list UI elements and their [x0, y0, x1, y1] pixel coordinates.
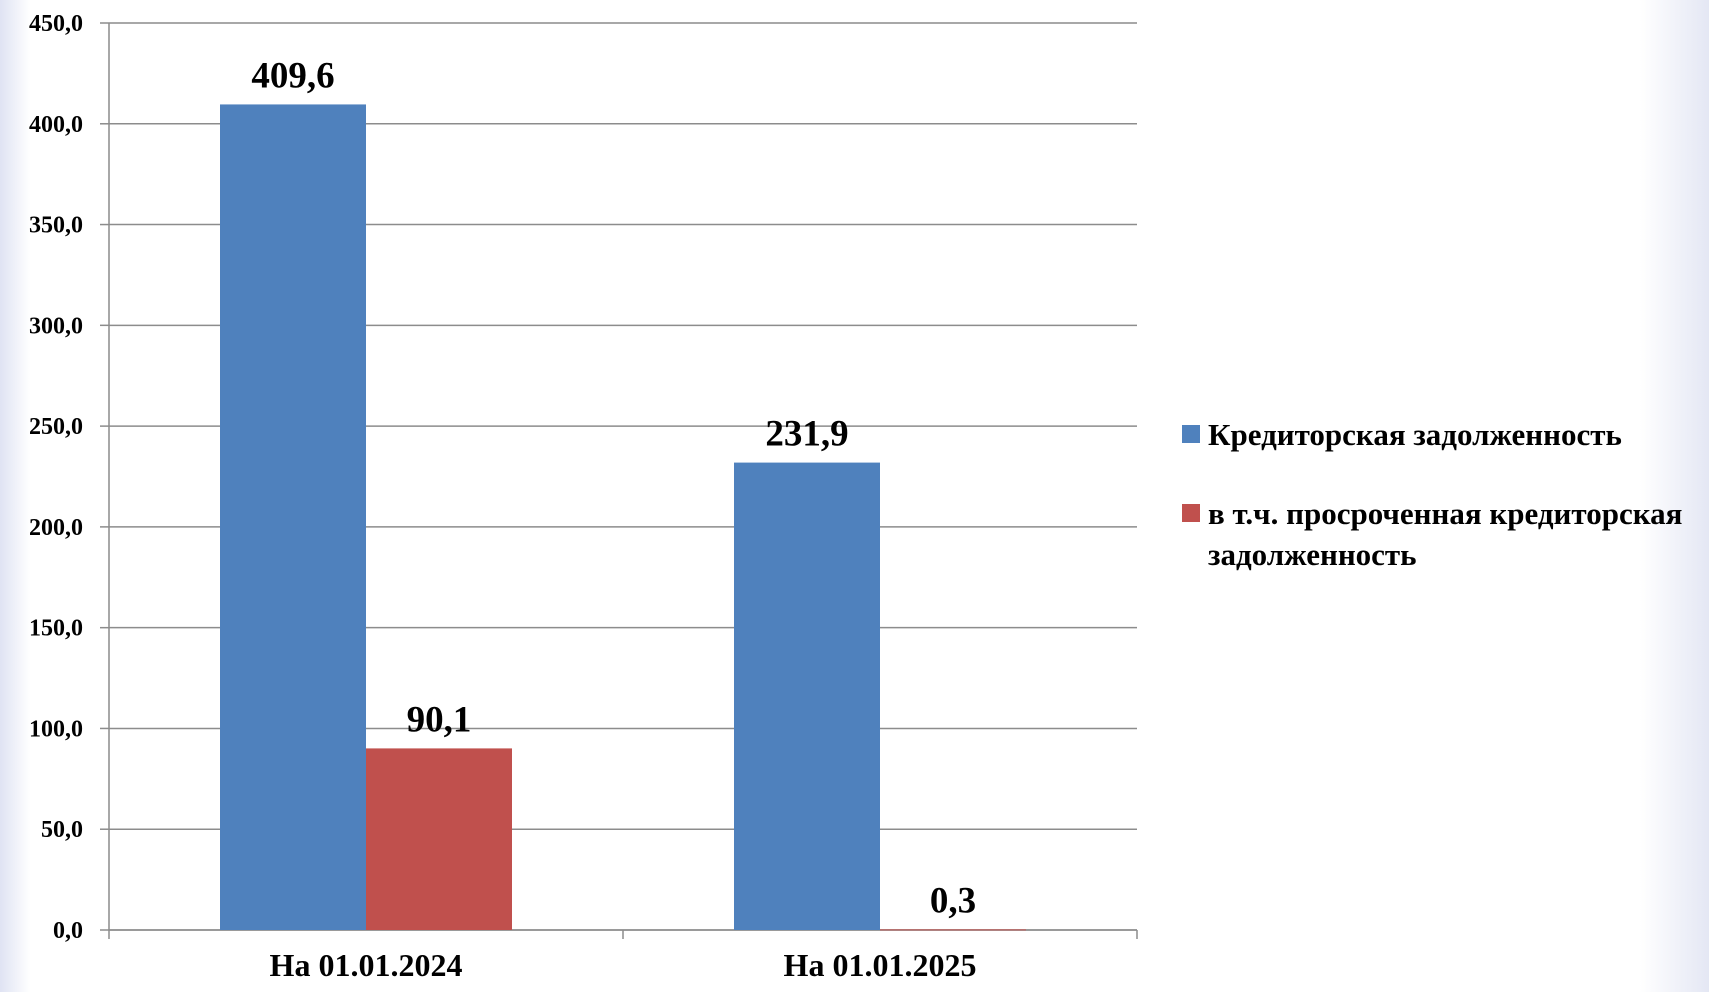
- bar: [366, 748, 512, 930]
- value-label: 231,9: [765, 414, 848, 455]
- bar: [220, 104, 366, 930]
- y-tick-label: 0,0: [53, 918, 83, 944]
- bar: [880, 929, 1026, 931]
- y-tick-label: 150,0: [29, 616, 83, 642]
- legend-swatch: [1182, 425, 1200, 443]
- x-tick-label: На 01.01.2024: [270, 947, 463, 983]
- x-tick-label: На 01.01.2025: [784, 947, 977, 983]
- y-tick-label: 50,0: [41, 817, 83, 843]
- value-label: 0,3: [930, 880, 976, 921]
- legend-swatch: [1182, 504, 1200, 522]
- legend-item: в т.ч. просроченная кредиторская задолже…: [1182, 493, 1702, 575]
- legend-label: в т.ч. просроченная кредиторская задолже…: [1208, 496, 1683, 572]
- y-tick-label: 250,0: [29, 414, 83, 440]
- bar: [734, 462, 880, 930]
- y-tick-label: 450,0: [29, 11, 83, 37]
- legend-item: Кредиторская задолженность: [1182, 414, 1702, 455]
- y-tick-label: 100,0: [29, 716, 83, 742]
- y-tick-label: 300,0: [29, 313, 83, 339]
- value-label: 90,1: [407, 699, 472, 740]
- value-label: 409,6: [251, 55, 334, 96]
- y-tick-label: 350,0: [29, 213, 83, 239]
- legend: Кредиторская задолженность в т.ч. просроч…: [1182, 414, 1702, 613]
- y-tick-label: 400,0: [29, 112, 83, 138]
- legend-label: Кредиторская задолженность: [1208, 417, 1622, 452]
- y-tick-label: 200,0: [29, 515, 83, 541]
